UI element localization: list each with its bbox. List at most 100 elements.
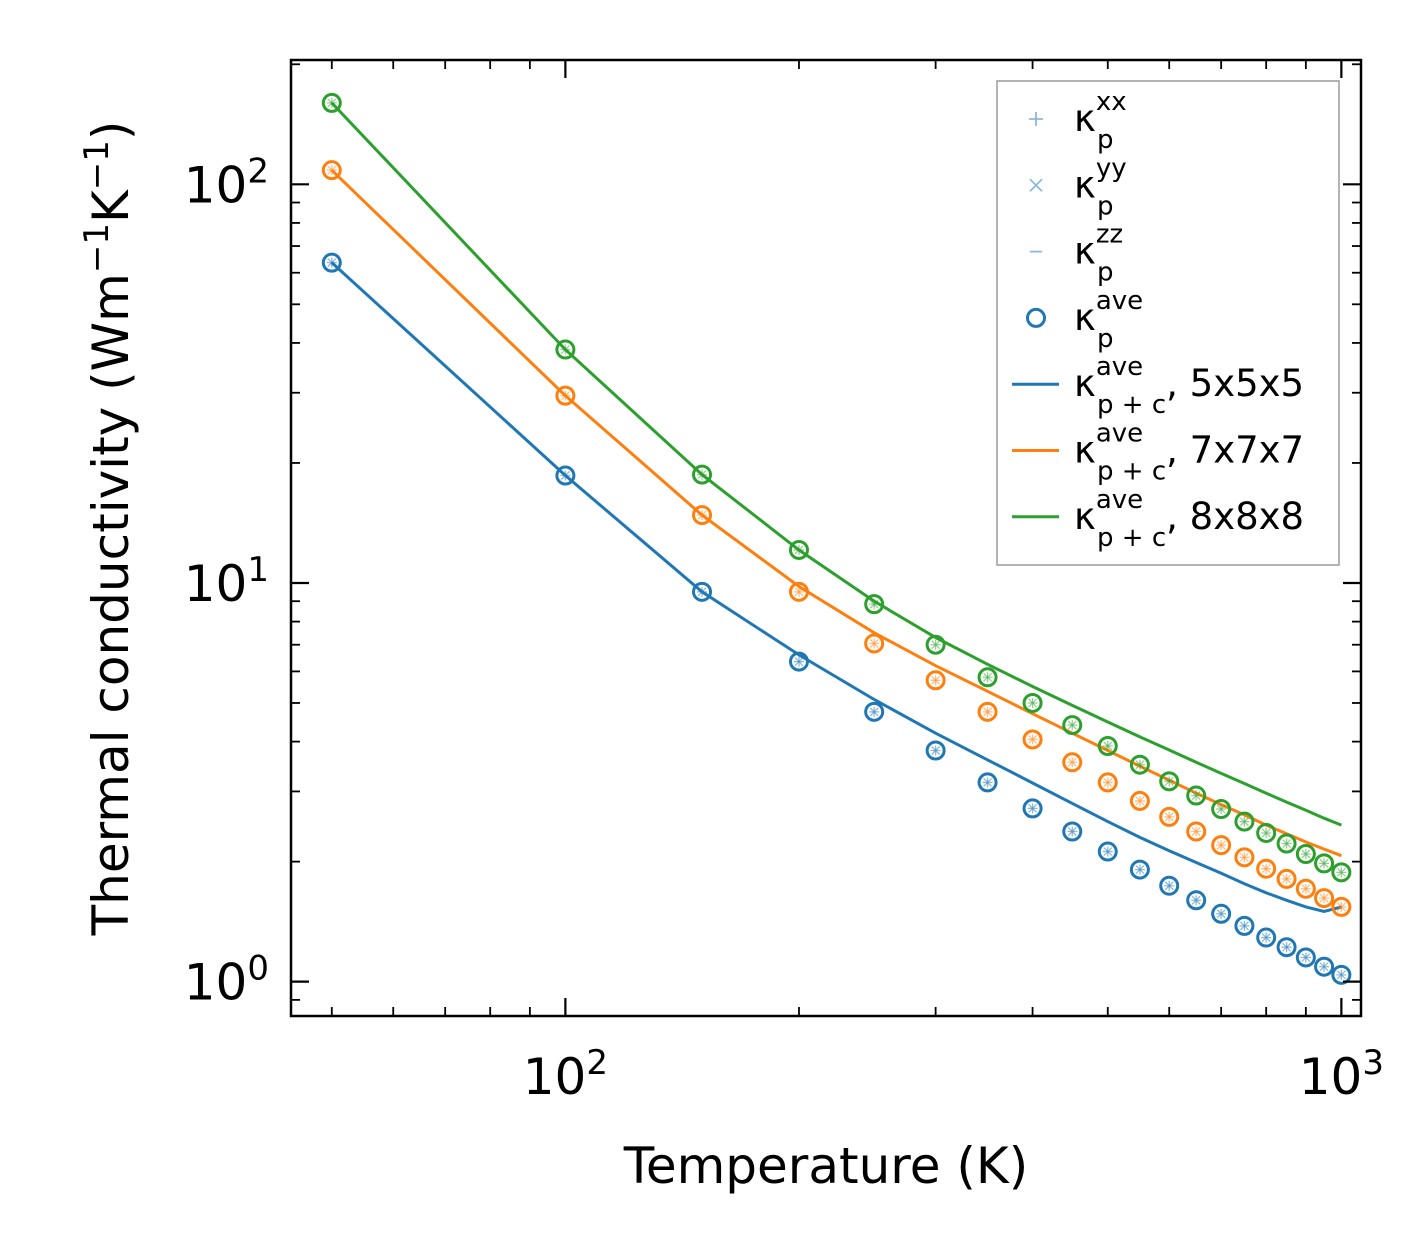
point-ave-5x5x5: [925, 740, 946, 761]
legend-label-sup: xx: [1096, 87, 1127, 117]
legend-entry: κave p + c, 5x5x5: [1012, 352, 1304, 420]
legend-label-sup: yy: [1096, 153, 1127, 183]
point-yy-8x8x8: [1103, 741, 1113, 751]
point-ave-8x8x8: [1211, 799, 1232, 820]
points-7x7x7: [321, 160, 1352, 917]
legend-entry: κave p: [1026, 286, 1143, 354]
legend-label-base: κ: [1074, 495, 1096, 538]
point-ave-8x8x8: [1295, 844, 1316, 865]
y-axis-label-mid: K: [82, 189, 140, 223]
y-tick-label-base: 10: [184, 555, 248, 613]
point-ave-5x5x5: [1295, 947, 1316, 968]
point-yy-8x8x8: [1301, 849, 1311, 859]
point-ave-5x5x5: [1314, 956, 1335, 977]
point-yy-5x5x5: [1216, 909, 1226, 919]
point-yy-5x5x5: [1067, 827, 1077, 836]
fit-curve-7x7x7: [330, 169, 1342, 858]
point-ave-7x7x7: [1295, 878, 1316, 899]
point-yy-5x5x5: [1135, 865, 1145, 875]
y-tick-label-exp: 0: [247, 949, 269, 989]
point-yy-7x7x7: [1135, 796, 1145, 806]
y-axis-label-end: ): [82, 121, 140, 141]
point-ave-8x8x8: [692, 464, 713, 485]
point-ave-5x5x5: [1129, 859, 1150, 880]
x-tick-labels: 102 103: [523, 1043, 1384, 1106]
point-yy-7x7x7: [1103, 777, 1113, 787]
legend-entry: κave p + c, 7x7x7: [1012, 419, 1304, 487]
y-axis-label-base: Thermal conductivity (Wm: [82, 273, 140, 936]
point-yy-8x8x8: [697, 470, 707, 480]
point-yy-7x7x7: [1239, 852, 1249, 862]
point-yy-5x5x5: [869, 707, 879, 717]
point-yy-5x5x5: [560, 471, 570, 480]
legend-label: κzz p: [1074, 220, 1123, 288]
legend-label-base: κ: [1074, 97, 1096, 140]
point-ave-7x7x7: [1314, 888, 1335, 909]
point-yy-5x5x5: [1028, 803, 1038, 813]
point-ave-7x7x7: [1022, 729, 1043, 750]
point-ave-5x5x5: [1331, 964, 1352, 985]
point-yy-7x7x7: [1216, 840, 1226, 850]
point-ave-8x8x8: [1097, 735, 1118, 756]
point-yy-7x7x7: [983, 707, 993, 717]
point-ave-8x8x8: [788, 539, 809, 560]
legend-label-sup: ave: [1096, 352, 1143, 382]
legend-label-sub: p + c: [1097, 457, 1166, 487]
point-yy-5x5x5: [1319, 962, 1329, 972]
point-ave-5x5x5: [1186, 890, 1207, 911]
point-yy-8x8x8: [1216, 804, 1226, 814]
y-tick-label: 100: [184, 949, 269, 1012]
fit-curves: [330, 101, 1342, 913]
point-yy-8x8x8: [983, 672, 993, 682]
point-ave-7x7x7: [925, 670, 946, 691]
legend-label: κave p + c, 8x8x8: [1074, 485, 1304, 553]
point-ave-5x5x5: [1062, 821, 1083, 842]
fit-curve-8x8x8: [330, 101, 1342, 827]
legend-label-sub: p: [1097, 191, 1114, 221]
point-ave-8x8x8: [1331, 862, 1352, 883]
points-8x8x8: [321, 92, 1352, 883]
point-ave-8x8x8: [1129, 754, 1150, 775]
point-ave-5x5x5: [1234, 915, 1255, 936]
legend-label: κxx p: [1074, 87, 1127, 155]
legend-circle-marker: [1026, 307, 1046, 328]
point-ave-7x7x7: [1186, 821, 1207, 842]
point-yy-5x5x5: [697, 587, 707, 597]
legend-label-base: κ: [1074, 362, 1096, 405]
legend-label-sub: p + c: [1097, 523, 1166, 553]
point-yy-7x7x7: [869, 639, 879, 648]
legend-label-base: κ: [1074, 163, 1096, 206]
point-yy-8x8x8: [931, 640, 941, 650]
point-ave-8x8x8: [1062, 715, 1083, 736]
legend-label-sub: p: [1097, 324, 1114, 354]
point-yy-8x8x8: [1336, 867, 1346, 877]
point-yy-5x5x5: [794, 657, 804, 667]
point-ave-7x7x7: [1097, 772, 1118, 793]
point-yy-5x5x5: [1239, 921, 1249, 931]
point-yy-5x5x5: [1301, 952, 1311, 962]
point-ave-7x7x7: [1331, 896, 1352, 917]
point-ave-5x5x5: [1211, 903, 1232, 924]
legend-label-sub: p: [1097, 125, 1114, 155]
legend-label-base: κ: [1074, 429, 1096, 472]
legend-label-sup: ave: [1096, 485, 1143, 515]
point-yy-5x5x5: [1164, 881, 1174, 891]
point-yy-7x7x7: [794, 587, 804, 597]
point-yy-5x5x5: [327, 258, 337, 268]
point-ave-8x8x8: [555, 339, 576, 360]
legend-cross-marker: [1029, 178, 1043, 192]
legend-plus-marker: [1029, 112, 1043, 126]
legend-entry: κyy p: [1029, 153, 1127, 221]
legend-label-sup: zz: [1096, 220, 1123, 250]
legend-label-suffix: , 7x7x7: [1166, 429, 1304, 472]
point-yy-7x7x7: [1282, 874, 1292, 884]
point-ave-8x8x8: [1234, 811, 1255, 832]
point-ave-5x5x5: [321, 252, 342, 273]
x-tick-label-exp: 3: [1362, 1043, 1384, 1083]
point-ave-7x7x7: [555, 385, 576, 406]
point-yy-7x7x7: [1164, 812, 1174, 822]
point-yy-8x8x8: [869, 599, 879, 609]
